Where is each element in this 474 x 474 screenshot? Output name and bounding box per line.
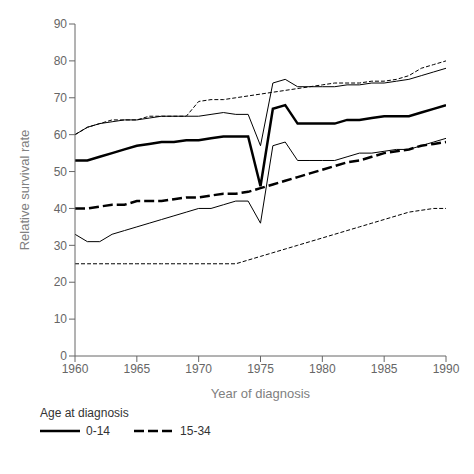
svg-text:1975: 1975 xyxy=(247,362,274,376)
svg-text:1960: 1960 xyxy=(62,362,89,376)
html-text:0-14: 0-14 xyxy=(86,424,110,438)
svg-text:20: 20 xyxy=(54,275,68,289)
svg-text:1980: 1980 xyxy=(309,362,336,376)
svg-text:Year of diagnosis: Year of diagnosis xyxy=(211,386,311,401)
svg-text:60: 60 xyxy=(54,128,68,142)
svg-text:50: 50 xyxy=(54,165,68,179)
svg-text:10: 10 xyxy=(54,312,68,326)
svg-text:70: 70 xyxy=(54,91,68,105)
html-text:15-34: 15-34 xyxy=(180,424,211,438)
svg-text:0: 0 xyxy=(60,349,67,363)
html-text:Age at diagnosis: Age at diagnosis xyxy=(40,406,129,420)
svg-text:1990: 1990 xyxy=(433,362,460,376)
svg-text:80: 80 xyxy=(54,54,68,68)
svg-text:40: 40 xyxy=(54,202,68,216)
svg-text:30: 30 xyxy=(54,239,68,253)
svg-text:1970: 1970 xyxy=(185,362,212,376)
svg-text:90: 90 xyxy=(54,17,68,31)
svg-text:1965: 1965 xyxy=(123,362,150,376)
svg-text:Relative survival rate: Relative survival rate xyxy=(17,130,32,251)
svg-text:1985: 1985 xyxy=(371,362,398,376)
